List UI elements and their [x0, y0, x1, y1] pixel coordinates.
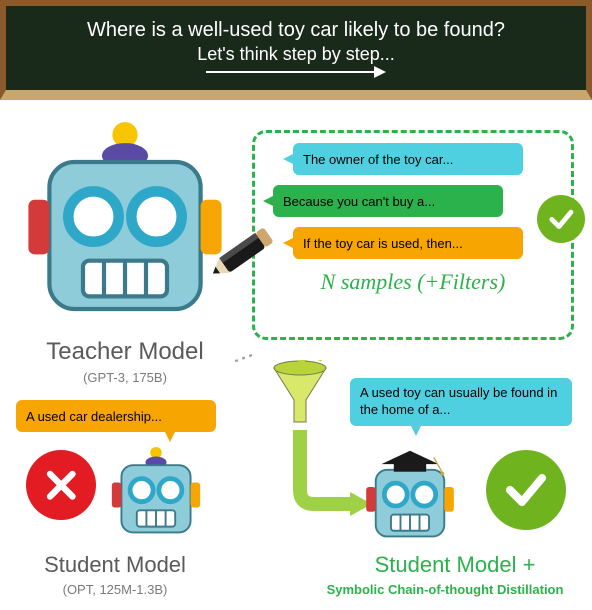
- sample-bubble: The owner of the toy car...: [293, 143, 523, 175]
- student-left-bubble: A used car dealership...: [16, 400, 216, 432]
- samples-N: N: [321, 269, 336, 294]
- student-right-bubble: A used toy can usually be found in the h…: [350, 378, 572, 426]
- teacher-label: Teacher Model: [30, 338, 220, 366]
- funnel-icon: [270, 360, 330, 435]
- teacher-sub: (GPT-3, 175B): [30, 370, 220, 385]
- teacher-robot-icon: [20, 120, 230, 330]
- diagram-main: Teacher Model (GPT-3, 175B) The owner of…: [0, 100, 592, 610]
- student-robot-icon: [108, 446, 204, 542]
- sample-bubble: Because you can't buy a...: [273, 185, 503, 217]
- student-left-text: A used car dealership...: [26, 409, 162, 424]
- samples-caption: N samples (+Filters): [265, 269, 561, 295]
- sample-text: The owner of the toy car...: [303, 152, 453, 167]
- chalkboard-subtitle: Let's think step by step...: [197, 44, 395, 65]
- samples-check-icon: [537, 195, 585, 243]
- dots-icon: ⋮: [228, 343, 261, 374]
- cross-icon: [26, 450, 96, 520]
- samples-rest: samples (+Filters): [335, 269, 505, 294]
- grad-robot-icon: [362, 446, 458, 542]
- student-right-sub: Symbolic Chain-of-thought Distillation: [300, 582, 590, 597]
- student-right-label: Student Model +: [330, 552, 580, 578]
- chalkboard-question: Where is a well-used toy car likely to b…: [87, 19, 505, 42]
- chalk-arrow-icon: [206, 67, 386, 77]
- student-left-label: Student Model: [20, 552, 210, 578]
- student-left-sub: (OPT, 125M-1.3B): [20, 582, 210, 597]
- chalkboard: Where is a well-used toy car likely to b…: [0, 0, 592, 100]
- samples-box: The owner of the toy car... Because you …: [252, 130, 574, 340]
- student-right-text: A used toy can usually be found in the h…: [360, 385, 562, 419]
- check-icon: [486, 450, 566, 530]
- sample-text: Because you can't buy a...: [283, 194, 435, 209]
- sample-bubble: If the toy car is used, then...: [293, 227, 523, 259]
- flow-arrow-icon: [292, 430, 372, 525]
- sample-text: If the toy car is used, then...: [303, 236, 463, 251]
